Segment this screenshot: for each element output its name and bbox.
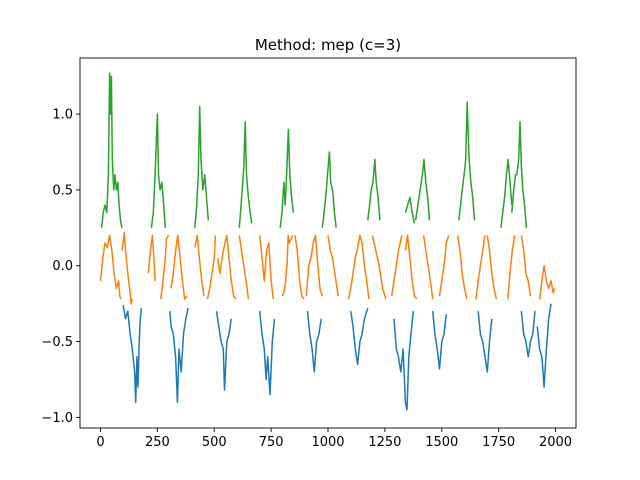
series-1-segment-5 xyxy=(194,234,205,297)
y-tick-label: 1.0 xyxy=(52,108,73,123)
series-2-segment-7 xyxy=(404,196,416,224)
series-1-segment-3 xyxy=(160,234,170,300)
series-0-segment-0 xyxy=(122,305,143,403)
series-1-segment-13 xyxy=(327,235,339,297)
y-tick-label: −1.0 xyxy=(41,411,73,426)
series-1-segment-23 xyxy=(506,235,516,300)
y-tick-label: −0.5 xyxy=(41,335,73,350)
x-tick-label: 750 xyxy=(259,435,284,450)
series-2-segment-1 xyxy=(150,113,167,228)
series-1-segment-1 xyxy=(121,231,134,305)
x-tick-label: 2000 xyxy=(539,435,572,450)
series-2-segment-2 xyxy=(194,105,210,228)
series-1-segment-19 xyxy=(438,235,450,297)
series-1-segment-22 xyxy=(486,235,498,300)
series-1-segment-20 xyxy=(456,235,468,300)
series-2-segment-4 xyxy=(279,128,295,228)
series-2 xyxy=(100,72,528,228)
series-1-segment-9 xyxy=(258,235,275,300)
series-0-segment-7 xyxy=(431,311,448,370)
series-2-segment-8 xyxy=(414,158,431,221)
series-0-segment-5 xyxy=(350,307,369,366)
series-1-segment-6 xyxy=(206,235,217,300)
series-0-segment-10 xyxy=(536,303,552,388)
series-1-segment-25 xyxy=(538,264,556,300)
y-axis: −1.0 −0.5 0.0 0.5 1.0 xyxy=(41,108,80,426)
x-axis: 0 250 500 750 1000 1250 1500 1750 2000 xyxy=(96,428,572,450)
y-tick-label: 0.5 xyxy=(52,183,73,198)
y-tick-label: 0.0 xyxy=(52,259,73,274)
x-tick-label: 1000 xyxy=(311,435,344,450)
series-0 xyxy=(122,303,552,411)
series-1-segment-12 xyxy=(305,234,324,297)
x-tick-label: 1500 xyxy=(425,435,458,450)
series-2-segment-5 xyxy=(321,151,337,228)
series-1-segment-7 xyxy=(216,234,237,300)
series-1-segment-15 xyxy=(371,235,387,300)
series-1-segment-17 xyxy=(404,234,418,300)
series-2-segment-3 xyxy=(238,120,253,228)
series-2-segment-9 xyxy=(458,101,476,221)
series-1-segment-24 xyxy=(520,235,532,297)
series-1 xyxy=(99,231,556,305)
series-0-segment-6 xyxy=(393,311,415,411)
series-0-segment-3 xyxy=(258,311,276,396)
series-0-segment-2 xyxy=(215,311,233,391)
series-2-segment-11 xyxy=(511,120,528,228)
x-tick-label: 1250 xyxy=(368,435,401,450)
chart-title: Method: mep (c=3) xyxy=(255,36,401,54)
series-1-segment-11 xyxy=(294,235,305,300)
series-1-segment-16 xyxy=(390,235,403,297)
x-tick-label: 250 xyxy=(145,435,170,450)
series-2-segment-0 xyxy=(100,72,123,228)
series-1-segment-2 xyxy=(147,234,156,281)
series-1-segment-4 xyxy=(170,234,188,300)
series-0-segment-9 xyxy=(520,311,536,358)
series-1-segment-21 xyxy=(475,235,486,300)
series-2-segment-6 xyxy=(367,158,381,221)
x-tick-label: 500 xyxy=(202,435,227,450)
series-2-segment-10 xyxy=(500,158,513,228)
x-tick-label: 0 xyxy=(96,435,104,450)
series-0-segment-8 xyxy=(477,311,493,373)
series-0-segment-4 xyxy=(306,311,322,373)
series-0-segment-1 xyxy=(169,308,189,403)
series-1-segment-8 xyxy=(238,235,250,300)
x-tick-label: 1750 xyxy=(482,435,515,450)
series-1-segment-10 xyxy=(281,234,294,297)
series-layer xyxy=(99,72,556,411)
series-1-segment-0 xyxy=(99,234,122,300)
series-1-segment-14 xyxy=(347,234,370,300)
series-1-segment-18 xyxy=(422,235,434,300)
